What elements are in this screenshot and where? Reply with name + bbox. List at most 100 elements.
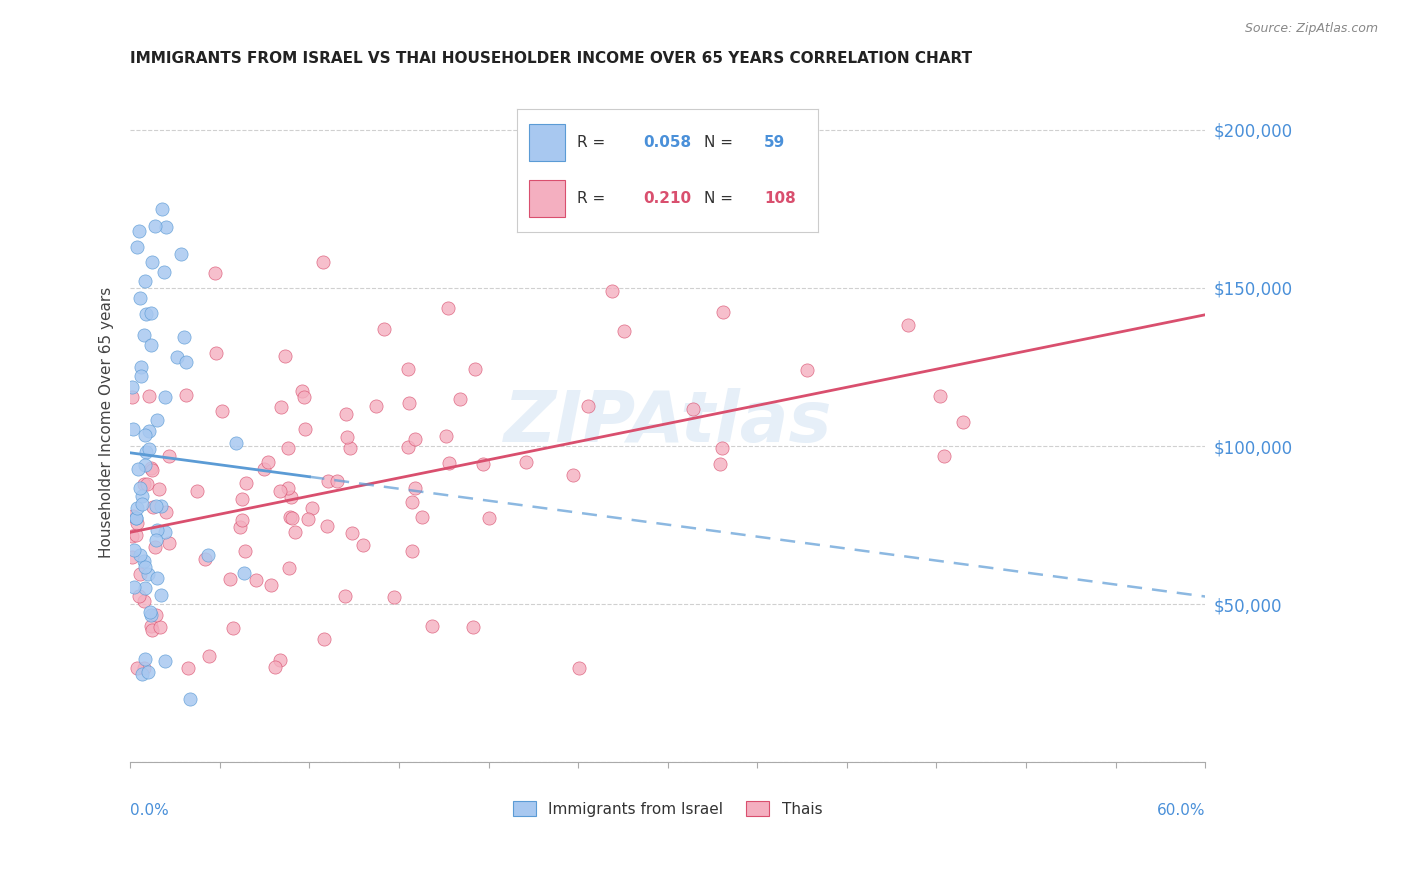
Point bbox=[231, 491, 253, 506]
Point bbox=[174, 387, 197, 401]
Point bbox=[148, 482, 170, 496]
Point bbox=[471, 458, 494, 472]
Point bbox=[145, 608, 167, 623]
Legend: Immigrants from Israel, Thais: Immigrants from Israel, Thais bbox=[508, 795, 828, 822]
Point bbox=[269, 652, 291, 666]
Point bbox=[411, 509, 433, 524]
Point bbox=[122, 422, 145, 436]
Point bbox=[131, 497, 153, 511]
Point bbox=[315, 519, 337, 533]
Y-axis label: Householder Income Over 65 years: Householder Income Over 65 years bbox=[100, 286, 114, 558]
Point bbox=[177, 660, 200, 674]
Point bbox=[129, 359, 152, 374]
Point bbox=[796, 363, 818, 377]
Point bbox=[404, 481, 426, 495]
Point bbox=[280, 490, 302, 504]
Point bbox=[121, 529, 143, 543]
Point bbox=[204, 266, 226, 280]
Point bbox=[205, 345, 228, 359]
Point bbox=[568, 660, 591, 674]
Point bbox=[132, 594, 155, 608]
Point bbox=[366, 400, 388, 414]
Point bbox=[143, 219, 166, 233]
Point bbox=[179, 692, 201, 706]
Point bbox=[576, 399, 599, 413]
Point bbox=[127, 501, 149, 516]
Point bbox=[339, 441, 361, 455]
Point bbox=[129, 368, 152, 383]
Point bbox=[139, 605, 162, 619]
Point bbox=[401, 495, 423, 509]
Point bbox=[613, 324, 636, 338]
Point bbox=[270, 401, 292, 415]
Point bbox=[281, 510, 304, 524]
Point bbox=[127, 461, 149, 475]
Point bbox=[134, 651, 156, 665]
Point bbox=[353, 538, 375, 552]
Point bbox=[121, 550, 143, 565]
Point bbox=[136, 665, 159, 680]
Point bbox=[277, 441, 299, 455]
Point bbox=[709, 457, 731, 471]
Point bbox=[139, 338, 162, 352]
Text: 0.0%: 0.0% bbox=[131, 804, 169, 818]
Point bbox=[711, 305, 734, 319]
Point bbox=[326, 474, 349, 488]
Point bbox=[301, 501, 323, 516]
Point bbox=[150, 588, 173, 602]
Point bbox=[132, 328, 155, 343]
Point bbox=[136, 566, 159, 581]
Point bbox=[132, 554, 155, 568]
Point bbox=[297, 511, 319, 525]
Point bbox=[278, 561, 301, 575]
Point bbox=[134, 458, 156, 473]
Point bbox=[145, 523, 167, 537]
Point bbox=[219, 572, 242, 586]
Point bbox=[134, 560, 156, 574]
Point bbox=[373, 322, 395, 336]
Point bbox=[173, 330, 195, 344]
Point bbox=[138, 424, 160, 438]
Point bbox=[312, 255, 335, 269]
Point bbox=[398, 362, 420, 376]
Point bbox=[135, 445, 157, 459]
Point bbox=[284, 524, 307, 539]
Point bbox=[515, 455, 537, 469]
Point bbox=[129, 481, 152, 495]
Point bbox=[134, 581, 156, 595]
Point bbox=[229, 519, 252, 533]
Point bbox=[710, 441, 733, 455]
Text: IMMIGRANTS FROM ISRAEL VS THAI HOUSEHOLDER INCOME OVER 65 YEARS CORRELATION CHAR: IMMIGRANTS FROM ISRAEL VS THAI HOUSEHOLD… bbox=[131, 51, 973, 66]
Point bbox=[170, 247, 193, 261]
Point bbox=[153, 524, 176, 539]
Point bbox=[897, 318, 920, 332]
Point bbox=[316, 474, 339, 488]
Point bbox=[292, 390, 315, 404]
Point bbox=[155, 219, 177, 234]
Point bbox=[143, 540, 166, 554]
Point bbox=[186, 484, 208, 499]
Point bbox=[437, 456, 460, 470]
Point bbox=[245, 574, 267, 588]
Point bbox=[600, 285, 623, 299]
Point bbox=[132, 660, 155, 674]
Point bbox=[139, 607, 162, 622]
Point bbox=[138, 442, 160, 456]
Point bbox=[434, 429, 457, 443]
Point bbox=[129, 549, 152, 563]
Point bbox=[404, 433, 426, 447]
Point bbox=[157, 535, 180, 549]
Point bbox=[122, 542, 145, 557]
Point bbox=[146, 413, 169, 427]
Point bbox=[132, 476, 155, 491]
Point bbox=[382, 590, 405, 604]
Point bbox=[141, 623, 163, 637]
Point bbox=[291, 384, 314, 398]
Text: ZIPAtlas: ZIPAtlas bbox=[503, 388, 832, 457]
Point bbox=[294, 422, 316, 436]
Point bbox=[269, 483, 291, 498]
Point bbox=[562, 468, 585, 483]
Point bbox=[141, 306, 163, 320]
Point bbox=[145, 499, 167, 513]
Point bbox=[122, 580, 145, 594]
